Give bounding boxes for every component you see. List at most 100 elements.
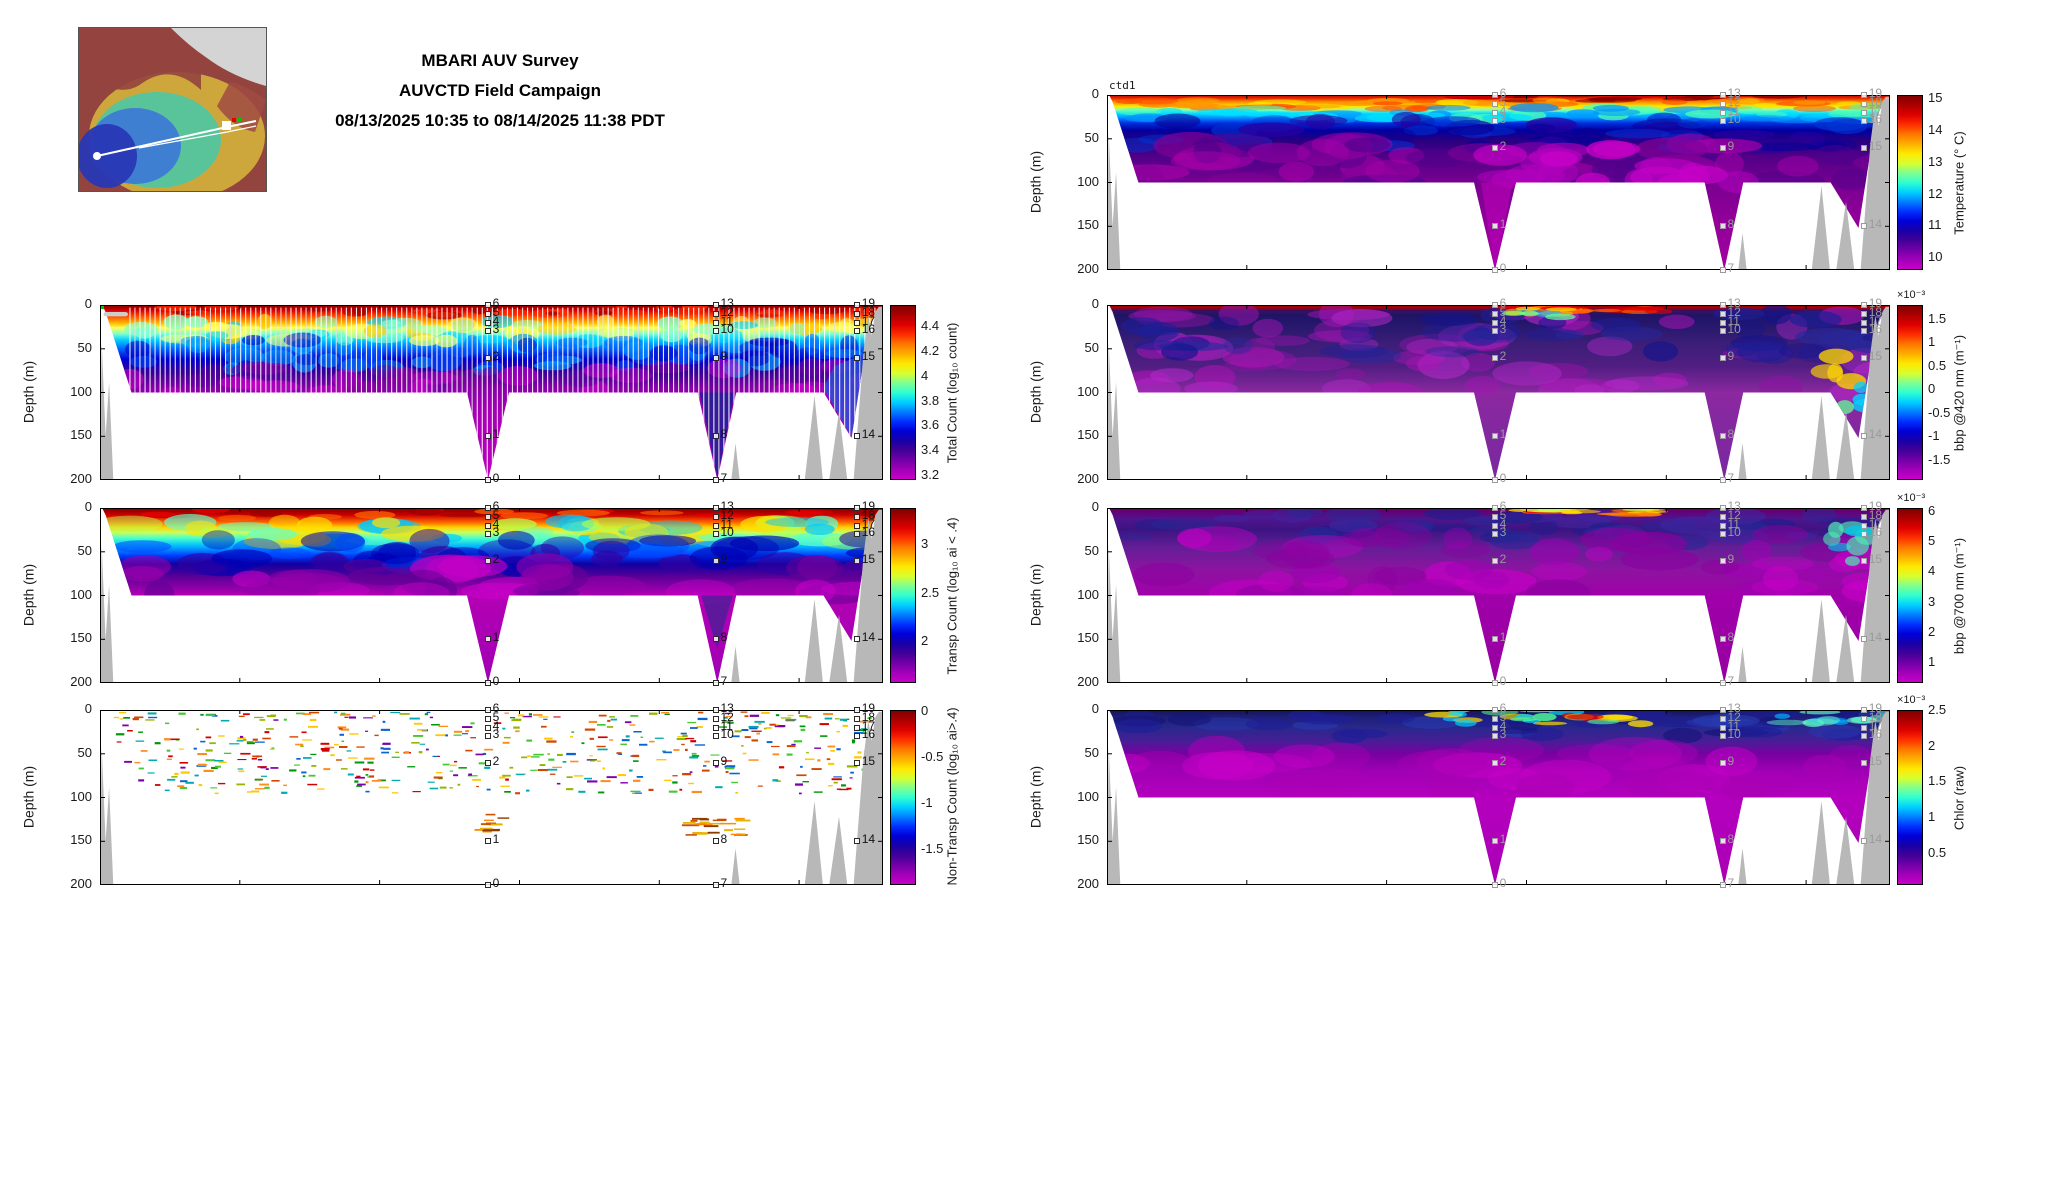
chlor-texture [1109, 710, 1890, 805]
waypoint-label: 18 [861, 507, 876, 522]
waypoint-marker [853, 328, 860, 335]
waypoint-marker [1860, 715, 1867, 722]
waypoint-label: 19 [861, 701, 876, 715]
waypoint-marker [712, 882, 719, 888]
waypoint-marker [1491, 882, 1498, 888]
colorbar-tick-label: 1 [1928, 334, 1936, 350]
y-tick-label: 50 [77, 339, 92, 355]
y-tick-label: 0 [1091, 86, 1099, 101]
y-axis-label: Depth (m) [1027, 150, 1043, 213]
waypoint-label: 19 [1868, 499, 1883, 513]
waypoint-label: 6 [1499, 296, 1507, 310]
waypoint-label: 4 [1499, 516, 1507, 531]
colorbar-tick-label: 1 [1928, 653, 1936, 669]
y-tick-label: 200 [1077, 261, 1099, 276]
track-end-marker-green [237, 118, 241, 122]
waypoint-label: 9 [720, 551, 728, 566]
waypoint-marker [712, 715, 719, 722]
chlor-colorbar-label: Chlor (raw) [1951, 765, 1966, 830]
waypoint-label: 12 [1727, 94, 1741, 109]
waypoint-label: 7 [1727, 261, 1735, 275]
waypoint-marker [484, 531, 491, 538]
chlor-ticks [1107, 710, 1890, 885]
waypoint-label: 18 [1868, 709, 1883, 724]
waypoint-label: 17 [861, 718, 876, 733]
temperature-texture [1110, 95, 1890, 270]
waypoint-label: 10 [1727, 727, 1741, 742]
waypoint-marker [1719, 557, 1726, 564]
waypoint-label: 4 [492, 516, 500, 531]
waypoint-marker [712, 733, 719, 740]
waypoint-label: 9 [1727, 138, 1735, 153]
waypoint-marker [1860, 354, 1867, 361]
colorbar-tick-label: 6 [1928, 503, 1936, 519]
waypoint-marker [1719, 433, 1726, 440]
waypoint-label: 4 [1499, 313, 1507, 328]
waypoint-marker [712, 328, 719, 335]
temperature-plot [1107, 95, 1890, 270]
colorbar-tick-label: -0.5 [921, 748, 944, 764]
waypoint-marker [853, 531, 860, 538]
waypoint-label: 1 [492, 832, 500, 847]
waypoint-marker [1719, 100, 1726, 107]
non-transp-count-colorbar-label: Non-Transp Count (log₁₀ ai>.4) [944, 706, 959, 885]
y-tick-label: 0 [1091, 296, 1099, 311]
map-land [171, 28, 266, 86]
bbp420-colorbar [1897, 305, 1923, 480]
waypoint-label: 12 [1727, 304, 1741, 319]
waypoint-label: 13 [720, 296, 734, 310]
waypoint-marker [484, 838, 491, 845]
waypoint-marker [1491, 733, 1498, 740]
date-range: 08/13/2025 10:35 to 08/14/2025 11:38 PDT [335, 111, 665, 130]
waypoint-label: 10 [1727, 322, 1741, 337]
colorbar-tick-label: 4 [921, 367, 929, 383]
waypoint-marker [1491, 100, 1498, 107]
temperature-annotation: ctd1 [1109, 79, 1136, 92]
waypoint-marker [1491, 92, 1498, 98]
waypoint-label: 14 [861, 427, 876, 442]
colorbar-tick-label: 1.5 [1928, 310, 1947, 326]
waypoint-marker [484, 302, 491, 308]
waypoint-label: 18 [1868, 94, 1883, 109]
waypoint-label: 18 [861, 304, 876, 319]
waypoint-label: 2 [492, 348, 500, 363]
waypoint-label: 10 [720, 727, 734, 742]
waypoint-label: 1 [1499, 832, 1507, 847]
y-tick-label: 50 [77, 744, 92, 760]
waypoint-label: 14 [861, 630, 876, 645]
waypoint-marker [1491, 302, 1498, 308]
waypoint-marker [1860, 733, 1867, 740]
waypoint-label: 3 [492, 727, 500, 742]
waypoint-marker [712, 557, 719, 564]
waypoint-marker [853, 707, 860, 713]
colorbar-tick-label: 4.4 [921, 318, 940, 334]
waypoint-marker [1719, 302, 1726, 308]
waypoint-marker [1491, 680, 1498, 686]
waypoint-marker [712, 513, 719, 520]
y-tick-label: 200 [70, 674, 92, 689]
waypoint-marker [712, 433, 719, 440]
waypoint-label: 5 [492, 507, 500, 522]
waypoint-label: 15 [1868, 138, 1883, 153]
waypoint-marker [484, 557, 491, 564]
waypoint-marker [1719, 477, 1726, 483]
waypoint-marker [1860, 522, 1867, 529]
colorbar-tick-label: 2 [1928, 623, 1936, 639]
waypoint-marker [853, 724, 860, 731]
campaign-subtitle: AUVCTD Field Campaign [398, 81, 602, 100]
waypoint-marker [1719, 267, 1726, 273]
lc-plot [100, 908, 883, 1082]
waypoint-label: 12 [720, 709, 734, 724]
waypoint-label: 15 [861, 348, 876, 363]
transp-count-colorbar [890, 508, 916, 683]
chlor-bathymetry [1107, 711, 1890, 885]
waypoint-label: 3 [492, 525, 500, 540]
non-transp-count-speckles [113, 711, 875, 836]
y-tick-label: 100 [70, 383, 92, 399]
waypoint-marker [1860, 319, 1867, 326]
waypoint-label: 2 [1499, 348, 1507, 363]
waypoint-marker [853, 715, 860, 722]
waypoint-marker [1491, 477, 1498, 483]
waypoint-marker [1860, 513, 1867, 520]
bbp700-colorbar-exponent: ×10⁻³ [1897, 492, 1926, 504]
